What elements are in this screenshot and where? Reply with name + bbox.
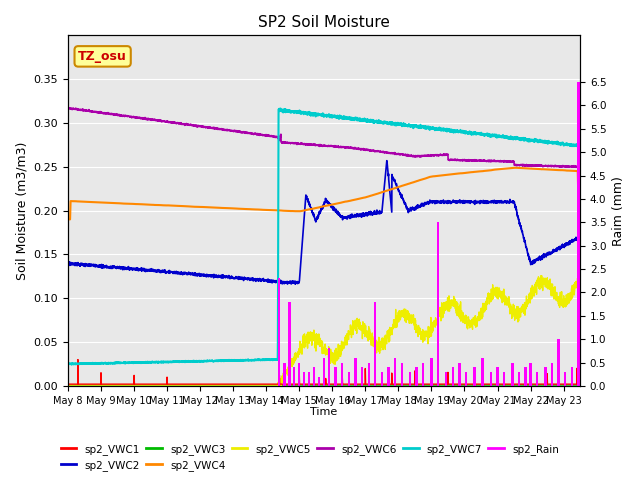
Bar	[571, 367, 573, 386]
Bar	[511, 362, 513, 386]
Bar	[409, 372, 411, 386]
Bar	[303, 372, 305, 386]
Bar	[323, 358, 325, 386]
Bar	[381, 372, 383, 386]
Bar	[465, 372, 467, 386]
X-axis label: Time: Time	[310, 407, 338, 417]
Bar	[544, 367, 547, 386]
Bar	[529, 362, 532, 386]
Bar	[313, 367, 316, 386]
Bar	[308, 372, 310, 386]
Bar	[551, 362, 553, 386]
Bar	[355, 358, 356, 386]
Title: SP2 Soil Moisture: SP2 Soil Moisture	[258, 15, 390, 30]
Bar	[536, 372, 538, 386]
Bar	[293, 367, 296, 386]
Bar	[298, 362, 300, 386]
Bar	[473, 367, 476, 386]
Bar	[430, 358, 433, 386]
Bar	[318, 376, 320, 386]
Bar	[445, 372, 447, 386]
Bar	[458, 362, 461, 386]
Bar	[577, 82, 580, 386]
Bar	[422, 362, 424, 386]
Bar	[288, 302, 291, 386]
Bar	[341, 362, 344, 386]
Bar	[361, 367, 364, 386]
Y-axis label: Soil Moisture (m3/m3): Soil Moisture (m3/m3)	[15, 142, 28, 280]
Bar	[524, 367, 527, 386]
Text: TZ_osu: TZ_osu	[78, 50, 127, 63]
Bar	[557, 339, 560, 386]
Bar	[481, 358, 484, 386]
Bar	[503, 372, 505, 386]
Bar	[497, 367, 499, 386]
Bar	[284, 362, 285, 386]
Bar	[490, 372, 492, 386]
Bar	[564, 372, 566, 386]
Y-axis label: Raim (mm): Raim (mm)	[612, 176, 625, 246]
Bar	[278, 278, 280, 386]
Bar	[415, 367, 418, 386]
Bar	[401, 362, 403, 386]
Bar	[452, 367, 454, 386]
Bar	[374, 302, 376, 386]
Bar	[328, 348, 330, 386]
Bar	[335, 367, 337, 386]
Bar	[367, 362, 370, 386]
Bar	[437, 222, 439, 386]
Bar	[394, 358, 396, 386]
Bar	[348, 372, 350, 386]
Bar	[387, 367, 390, 386]
Bar	[518, 372, 520, 386]
Legend: sp2_VWC1, sp2_VWC2, sp2_VWC3, sp2_VWC4, sp2_VWC5, sp2_VWC6, sp2_VWC7, sp2_Rain: sp2_VWC1, sp2_VWC2, sp2_VWC3, sp2_VWC4, …	[56, 439, 563, 475]
